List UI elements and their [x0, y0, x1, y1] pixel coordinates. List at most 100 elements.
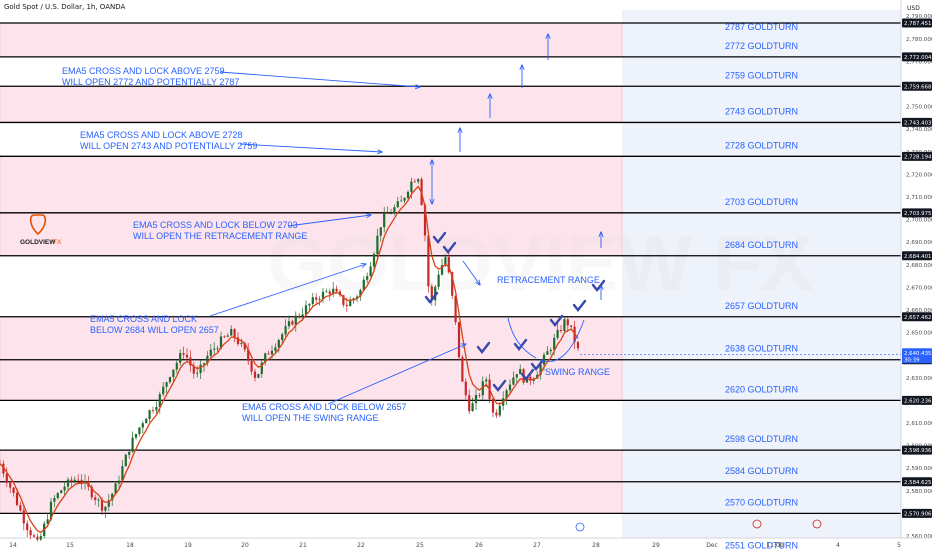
candle-body — [114, 483, 117, 494]
candle-body — [396, 201, 399, 208]
y-tick-label: 2,610.000 — [906, 421, 932, 427]
x-tick-label: 28 — [592, 542, 600, 549]
check-mark — [591, 279, 606, 292]
x-tick-label: 14 — [9, 542, 17, 549]
candle-body — [2, 463, 5, 474]
check-mark — [432, 231, 447, 244]
swing-range-label: SWING RANGE — [545, 367, 610, 377]
candle-body — [240, 343, 243, 345]
candle-body — [423, 205, 427, 236]
candle-body — [253, 371, 257, 378]
check-mark — [476, 341, 491, 354]
level-label: 2787 GOLDTURN — [725, 22, 798, 32]
candle-body — [498, 405, 501, 416]
candle-body — [294, 315, 297, 325]
level-label: 2684 GOLDTURN — [725, 240, 798, 250]
candle-body — [32, 535, 36, 537]
check-mark — [549, 314, 564, 327]
level-label: 2728 GOLDTURN — [725, 140, 798, 150]
price-badge: 2,772.004 — [904, 55, 932, 61]
price-badge: 2,728.194 — [904, 154, 932, 160]
annotation-text: WILL OPEN 2743 AND POTENTIALLY 2759 — [80, 141, 257, 151]
candle-body — [529, 376, 532, 381]
candle-body — [46, 519, 49, 524]
candle-body — [138, 427, 141, 435]
candle-body — [9, 482, 12, 488]
candle-body — [284, 326, 287, 335]
candle-body — [247, 349, 250, 361]
price-badge: 2,787.451 — [904, 21, 931, 27]
y-tick-label: 2,750.000 — [906, 105, 932, 111]
candle-body — [97, 499, 100, 501]
candle-body — [202, 363, 206, 365]
y-tick-label: 2,770.000 — [906, 59, 932, 65]
candle-body — [447, 257, 450, 273]
y-tick-label: 2,580.000 — [906, 489, 932, 495]
candle-body — [49, 501, 53, 520]
candle-body — [29, 530, 32, 536]
candle-body — [209, 349, 212, 356]
candle-body — [219, 336, 223, 349]
candle-body — [128, 451, 131, 455]
candle-body — [505, 390, 508, 399]
candle-body — [298, 315, 301, 317]
candle-body — [349, 300, 352, 307]
flag-icon — [752, 519, 762, 529]
price-badge: 2,570.906 — [904, 511, 932, 517]
candle-body — [417, 179, 420, 182]
annotation-text: WILL OPEN THE SWING RANGE — [242, 413, 379, 423]
candle-body — [141, 423, 144, 428]
candle-body — [355, 296, 359, 299]
symbol-title: Gold Spot / U.S. Dollar, 1h, OANDA — [4, 3, 126, 11]
annotation-arrow — [462, 260, 480, 285]
candle-body — [36, 536, 39, 540]
candle-body — [410, 181, 413, 192]
annotation-arrow — [219, 71, 420, 87]
candle-body — [485, 379, 488, 382]
y-tick-label: 2,650.000 — [906, 331, 932, 337]
watermark-text: GOLDVIEW FX — [267, 219, 813, 307]
candle-body — [345, 304, 348, 307]
check-mark — [530, 358, 545, 371]
candle-body — [257, 373, 260, 378]
x-tick-label: 29 — [652, 542, 660, 549]
candle-body — [301, 314, 304, 317]
annotation-text: WILL OPEN THE RETRACEMENT RANGE — [133, 231, 307, 241]
price-badge-bg — [902, 208, 932, 218]
price-badge: 2,598.936 — [904, 448, 932, 454]
y-tick-label: 2,560.000 — [906, 534, 932, 540]
retracement-range-label: RETRACEMENT RANGE — [497, 275, 600, 285]
candle-body — [145, 418, 148, 424]
candle-body — [155, 406, 158, 411]
candle-body — [525, 376, 529, 383]
candle-body — [148, 410, 151, 419]
price-badge-bg — [902, 117, 932, 127]
annotation-arrow — [209, 264, 366, 317]
candle-body — [260, 362, 263, 374]
candle-body — [182, 353, 185, 355]
y-tick-label: 2,790.000 — [906, 14, 932, 20]
candle-body — [131, 437, 134, 452]
candle-body — [553, 338, 556, 350]
candle-body — [179, 353, 182, 363]
candle-body — [277, 340, 280, 348]
level-label: 2584 GOLDTURN — [725, 466, 798, 476]
x-tick-label: 4 — [836, 542, 840, 549]
candle-body — [165, 382, 168, 387]
price-badge-bg — [902, 312, 932, 322]
candle-body — [464, 381, 467, 396]
price-badge: 2,620.236 — [904, 398, 932, 404]
level-label: 2759 GOLDTURN — [725, 70, 798, 80]
candle-body — [325, 291, 328, 293]
y-tick-label: 2,680.000 — [906, 263, 932, 269]
level-label: 2570 GOLDTURN — [725, 497, 798, 507]
candle-body — [267, 353, 270, 355]
candle-body — [12, 487, 15, 493]
candle-body — [63, 486, 66, 491]
candle-body — [471, 403, 474, 412]
annotation-text: EMA5 CROSS AND LOCK BELOW 2703 — [133, 220, 298, 230]
candle-body — [515, 374, 518, 378]
candle-body — [359, 290, 362, 297]
